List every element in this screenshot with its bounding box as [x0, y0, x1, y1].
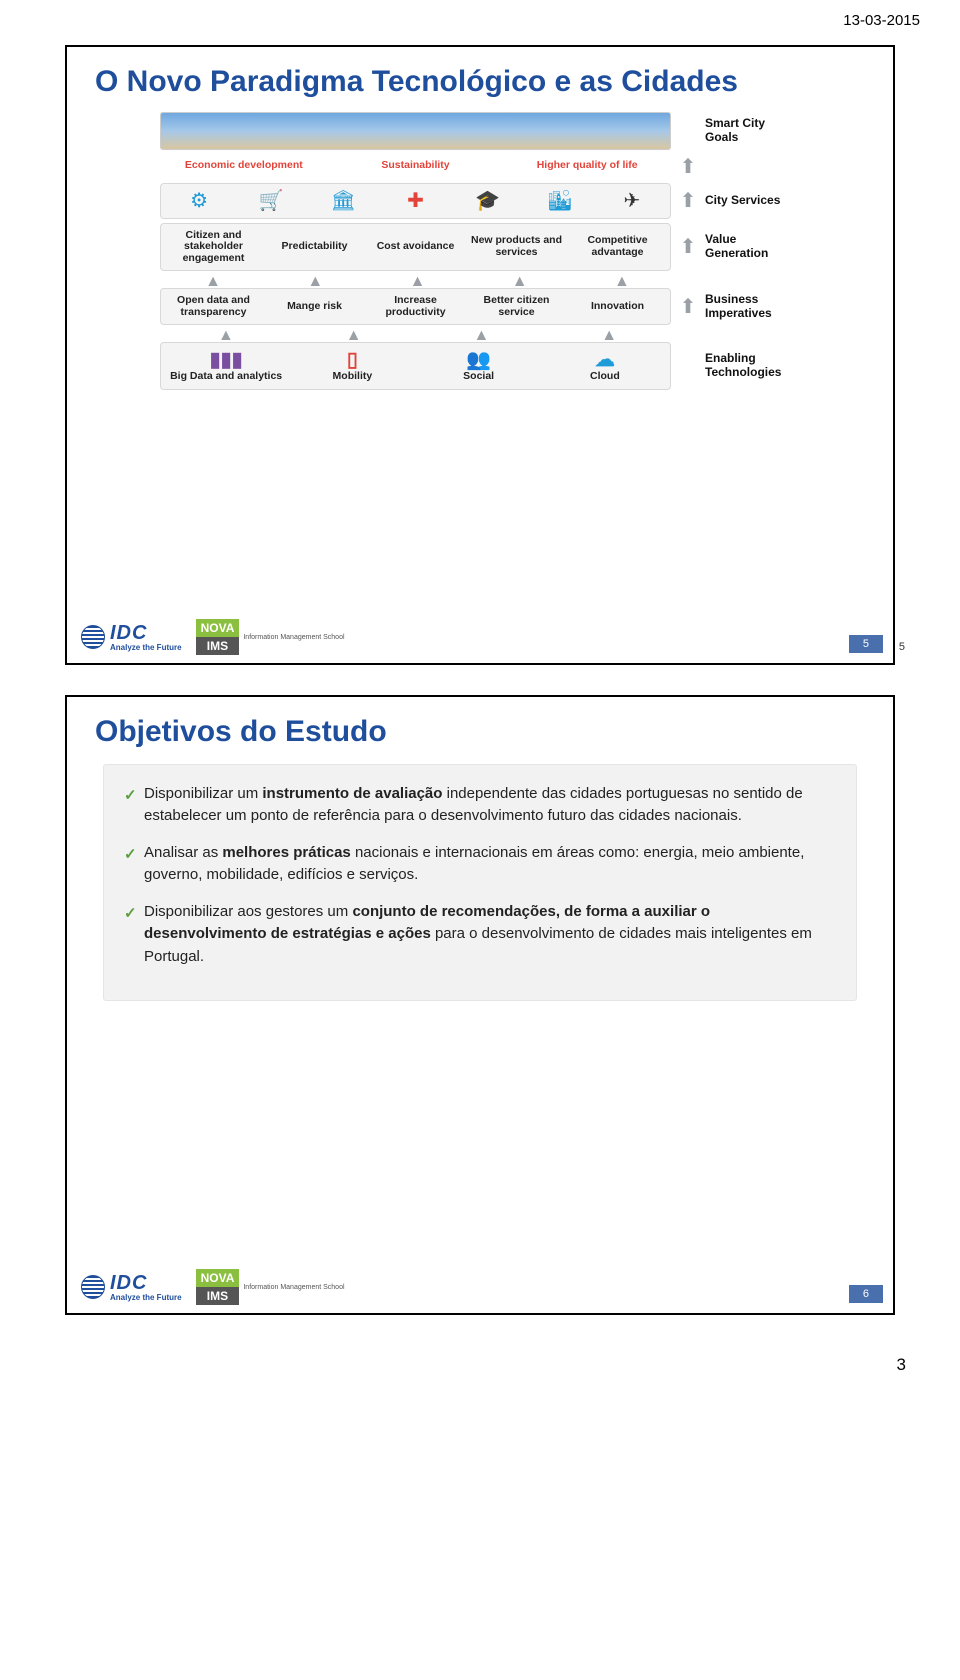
- arrow-up-icon: ⬆: [677, 154, 699, 179]
- page-date: 13-03-2015: [0, 0, 960, 35]
- tech-3: 👥Social: [418, 347, 540, 385]
- arrow-up-icon: ▲: [420, 330, 544, 341]
- idc-text: IDC: [110, 622, 182, 645]
- tech-1: ▮▮▮Big Data and analytics: [165, 347, 287, 385]
- biz-3: Increase productivity: [367, 293, 464, 320]
- education-icon: 🎓: [475, 191, 500, 211]
- building-icon: 🏙: [547, 191, 572, 211]
- goal-1: Economic development: [160, 158, 328, 174]
- mobile-icon: ▯: [347, 350, 358, 370]
- arrow-up-icon: ▲: [573, 276, 671, 287]
- city-banner-image: [160, 112, 671, 150]
- value-2: Predictability: [266, 228, 363, 267]
- idc-tagline: Analyze the Future: [110, 1293, 182, 1302]
- value-row: Citizen and stakeholder engagement Predi…: [160, 223, 671, 272]
- arrow-up-icon: ▲: [164, 276, 262, 287]
- slide1-title: O Novo Paradigma Tecnológico e as Cidade…: [67, 47, 893, 104]
- value-4: New products and services: [468, 228, 565, 267]
- business-row: Open data and transparency Mange risk In…: [160, 288, 671, 325]
- document-page-number: 3: [0, 1345, 960, 1395]
- arrow-up-icon: ▲: [164, 330, 288, 341]
- bank-icon: 🏛: [331, 191, 356, 211]
- tech-4: ☁Cloud: [544, 347, 666, 385]
- idc-text: IDC: [110, 1272, 182, 1295]
- arrow-up-icon: ⬆: [677, 188, 699, 213]
- arrow-up-icon: ▲: [471, 276, 569, 287]
- slide-page-number: 5 5: [849, 635, 883, 653]
- biz-4: Better citizen service: [468, 293, 565, 320]
- idc-tagline: Analyze the Future: [110, 643, 182, 652]
- label-value: Value Generation: [705, 233, 800, 261]
- label-services: City Services: [705, 194, 800, 208]
- objective-item: Disponibilizar um instrumento de avaliaç…: [124, 783, 836, 828]
- slide-footer: IDC Analyze the Future NOVA IMS Informat…: [67, 611, 893, 663]
- goal-2: Sustainability: [332, 158, 500, 174]
- arrow-up-icon: ▲: [266, 276, 364, 287]
- biz-2: Mange risk: [266, 293, 363, 320]
- biz-5: Innovation: [569, 293, 666, 320]
- slide-page-number: 6: [849, 1285, 883, 1303]
- ims-text: IMS: [196, 637, 240, 655]
- objective-item: Disponibilizar aos gestores um conjunto …: [124, 901, 836, 969]
- slide2-body: Disponibilizar um instrumento de avaliaç…: [67, 754, 893, 1002]
- smart-city-diagram: Smart City Goals Economic development Su…: [160, 112, 800, 390]
- nova-ims-logo: NOVA IMS Information Management School: [196, 619, 345, 655]
- nova-text: NOVA: [196, 619, 240, 637]
- tech-2: ▯Mobility: [291, 347, 413, 385]
- cart-icon: 🛒: [259, 191, 284, 211]
- slide2-title: Objetivos do Estudo: [67, 697, 893, 754]
- cloud-icon: ☁: [595, 350, 615, 370]
- slide-footer: IDC Analyze the Future NOVA IMS Informat…: [67, 1261, 893, 1313]
- biz-1: Open data and transparency: [165, 293, 262, 320]
- slide-page-number-outer: 5: [899, 641, 905, 653]
- services-row: ⚙ 🛒 🏛 ✚ 🎓 🏙 ✈: [160, 183, 671, 219]
- label-enabling: Enabling Technologies: [705, 352, 800, 380]
- globe-icon: [81, 625, 105, 649]
- idc-logo: IDC Analyze the Future: [81, 1272, 182, 1302]
- social-icon: 👥: [466, 350, 491, 370]
- gear-icon: ⚙: [190, 191, 208, 211]
- arrow-up-icon: ▲: [292, 330, 416, 341]
- value-3: Cost avoidance: [367, 228, 464, 267]
- value-1: Citizen and stakeholder engagement: [165, 228, 262, 267]
- nova-ims-logo: NOVA IMS Information Management School: [196, 1269, 345, 1305]
- slide-2: Objetivos do Estudo Disponibilizar um in…: [65, 695, 895, 1315]
- label-goals: Smart City Goals: [705, 117, 800, 145]
- value-5: Competitive advantage: [569, 228, 666, 267]
- globe-icon: [81, 1275, 105, 1299]
- plane-icon: ✈: [624, 191, 641, 211]
- objective-item: Analisar as melhores práticas nacionais …: [124, 842, 836, 887]
- nova-text: NOVA: [196, 1269, 240, 1287]
- arrow-up-icon: ⬆: [677, 234, 699, 259]
- ims-text: IMS: [196, 1287, 240, 1305]
- goal-3: Higher quality of life: [503, 158, 671, 174]
- arrow-up-icon: ⬆: [677, 294, 699, 319]
- arrow-up-icon: ▲: [547, 330, 671, 341]
- enabling-row: ▮▮▮Big Data and analytics ▯Mobility 👥Soc…: [160, 342, 671, 390]
- health-icon: ✚: [407, 191, 424, 211]
- label-business: Business Imperatives: [705, 293, 800, 321]
- analytics-icon: ▮▮▮: [210, 350, 243, 370]
- arrow-up-icon: ▲: [368, 276, 466, 287]
- ims-subtitle: Information Management School: [243, 1284, 344, 1291]
- idc-logo: IDC Analyze the Future: [81, 622, 182, 652]
- ims-subtitle: Information Management School: [243, 634, 344, 641]
- slide-1: O Novo Paradigma Tecnológico e as Cidade…: [65, 45, 895, 665]
